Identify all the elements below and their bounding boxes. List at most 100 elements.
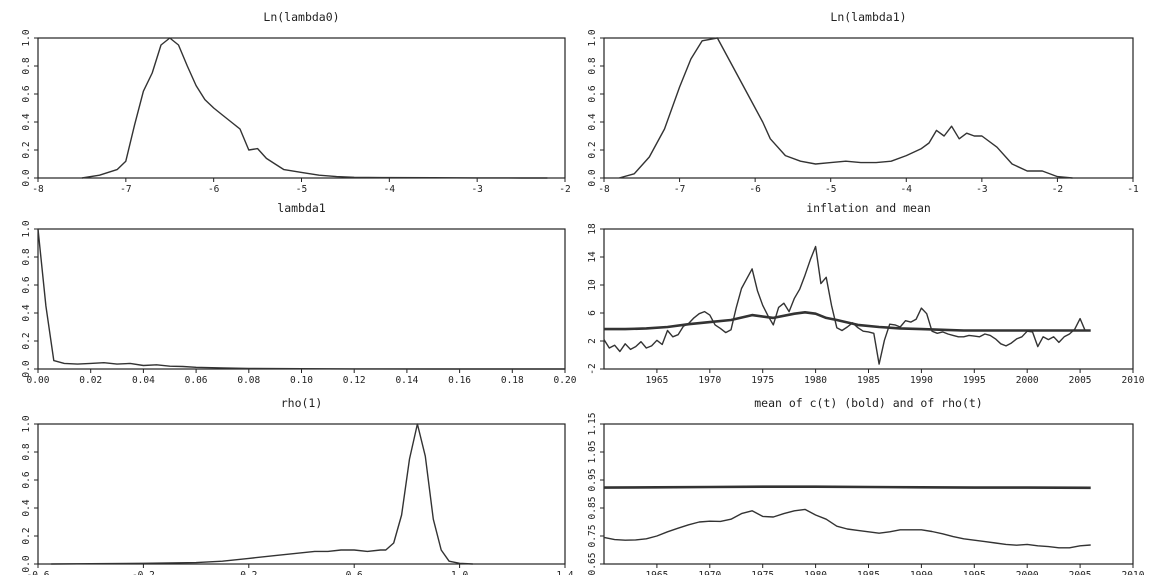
y-tick-label: 0.4 <box>21 304 32 321</box>
x-tick-label: -2 <box>1052 184 1063 195</box>
x-tick-label: -8 <box>598 184 610 195</box>
x-tick-label: -4 <box>901 184 913 195</box>
y-tick-label: 0.8 <box>21 248 32 265</box>
y-tick-label: 0.0 <box>587 169 598 186</box>
y-tick-label: 0.6 <box>21 471 32 488</box>
x-tick-label: -5 <box>296 184 307 195</box>
y-tick-label: 0.2 <box>21 141 32 158</box>
x-tick-label: 0.00 <box>27 375 50 386</box>
x-tick-label: 0.16 <box>448 375 471 386</box>
y-tick-label: 0.4 <box>21 499 32 516</box>
series-line-bold <box>604 310 1091 332</box>
x-tick-label: -2 <box>559 184 570 195</box>
y-tick-label: 0.75 <box>587 525 598 548</box>
panel-ln-lambda0: Ln(lambda0) -8 -7 -6 -5 -4 -3 -2 0.0 0.2 0.4 0.6 0.8… <box>21 10 571 195</box>
y-tick-label: 6 <box>587 310 598 316</box>
x-tick-label: 2010 <box>1122 375 1145 386</box>
plot-frame <box>37 37 566 179</box>
x-tick-label: 1975 <box>751 375 774 386</box>
y-tick-label: 0.8 <box>21 57 32 74</box>
y-tick-label: 0.65 <box>587 553 598 575</box>
x-tick-label: 1965 <box>645 570 668 575</box>
y-tick-label: 2 <box>587 338 598 344</box>
x-tick-label: 1970 <box>698 570 721 575</box>
x-tick-label: 1980 <box>804 570 827 575</box>
y-tick-label: 0.6 <box>587 85 598 102</box>
x-tick-label: 1990 <box>910 375 933 386</box>
y-tick-label: 0.95 <box>587 469 598 492</box>
chart-title: mean of c(t) (bold) and of rho(t) <box>754 396 982 410</box>
chart-title: rho(1) <box>281 396 323 410</box>
x-tick-label: 1985 <box>857 375 880 386</box>
x-tick-label: 2000 <box>1016 375 1039 386</box>
y-tick-label: 1.0 <box>587 29 598 46</box>
plot-frame <box>37 423 566 565</box>
panel-mean-ct-rho: mean of c(t) (bold) and of rho(t) 1965 197… <box>587 396 1145 575</box>
x-tick-label: -1 <box>1127 184 1139 195</box>
y-tick-label: 0.0 <box>21 360 32 377</box>
x-tick-label: 2005 <box>1069 570 1092 575</box>
series-line <box>37 228 565 370</box>
y-tick-label: 0.2 <box>21 527 32 544</box>
x-tick-label: 0.2 <box>240 570 257 575</box>
x-tick-label: 1980 <box>804 375 827 386</box>
y-tick-label: 1.0 <box>21 29 32 46</box>
x-tick-label: 1990 <box>910 570 933 575</box>
plot-frame <box>603 228 1134 370</box>
chart-title: inflation and mean <box>806 201 931 215</box>
y-tick-label: 1.0 <box>21 220 32 237</box>
y-tick-label: 0.4 <box>587 113 598 130</box>
y-tick-label: 0.2 <box>21 332 32 349</box>
x-tick-label: 1970 <box>698 375 721 386</box>
panel-ln-lambda1: Ln(lambda1) -8 -7 -6 -5 -4 -3 -2 -1 0.0 0.2 0.4 0.6 0… <box>587 10 1139 195</box>
x-tick-label: 0.04 <box>132 375 155 386</box>
x-tick-label: 0.18 <box>501 375 524 386</box>
series-line-bold <box>603 485 1091 490</box>
chart-title: lambda1 <box>277 201 326 215</box>
y-tick-label: 0.4 <box>21 113 32 130</box>
y-tick-label: 0.8 <box>21 443 32 460</box>
y-tick-label: 0.85 <box>587 497 598 520</box>
x-tick-label: -0.6 <box>27 570 50 575</box>
series-line <box>81 37 548 179</box>
x-tick-label: -6 <box>208 184 220 195</box>
x-tick-label: 1.4 <box>556 570 573 575</box>
y-tick-label: 10 <box>587 279 598 291</box>
x-tick-label: 0.02 <box>79 375 102 386</box>
y-tick-label: 0.0 <box>21 555 32 572</box>
x-tick-label: 2010 <box>1122 570 1145 575</box>
y-tick-label: 18 <box>587 223 598 235</box>
x-tick-label: -8 <box>32 184 44 195</box>
y-tick-label: -2 <box>587 363 598 374</box>
series-line <box>618 37 1073 179</box>
y-tick-label: 0.2 <box>587 141 598 158</box>
x-tick-label: -6 <box>749 184 761 195</box>
x-tick-label: 0.14 <box>395 375 418 386</box>
panel-inflation-and-mean: inflation and mean 1965 1970 1975 1980 1985 19… <box>587 201 1145 386</box>
x-tick-label: -5 <box>825 184 836 195</box>
plot-frame <box>37 228 566 370</box>
series-line <box>603 508 1091 549</box>
x-tick-label: 0.08 <box>237 375 260 386</box>
x-tick-label: -7 <box>674 184 685 195</box>
x-tick-label: -3 <box>976 184 987 195</box>
x-tick-label: -4 <box>384 184 396 195</box>
panel-rho1: rho(1) -0.6 -0.2 0.2 0.6 1.0 1.4 0.0 0.2 0.4 0.6 0.… <box>21 396 574 575</box>
x-tick-label: 0.20 <box>554 375 577 386</box>
y-tick-label: 14 <box>587 251 598 263</box>
y-tick-label: 1.05 <box>587 441 598 464</box>
x-tick-label: 0.6 <box>346 570 363 575</box>
x-tick-label: 1995 <box>963 375 986 386</box>
x-tick-label: 1975 <box>751 570 774 575</box>
y-tick-label: 0.6 <box>21 85 32 102</box>
y-tick-label: 0.0 <box>21 169 32 186</box>
x-tick-label: -7 <box>120 184 131 195</box>
x-tick-label: 0.12 <box>343 375 366 386</box>
y-tick-label: 1.0 <box>21 415 32 432</box>
plot-frame <box>603 37 1134 179</box>
panel-lambda1: lambda1 0.00 0.02 0.04 0.06 0.08 0.10 0.12 0.14 0… <box>21 201 577 386</box>
x-tick-label: 1995 <box>963 570 986 575</box>
chart-title: Ln(lambda0) <box>263 10 339 24</box>
x-tick-label: -3 <box>471 184 482 195</box>
